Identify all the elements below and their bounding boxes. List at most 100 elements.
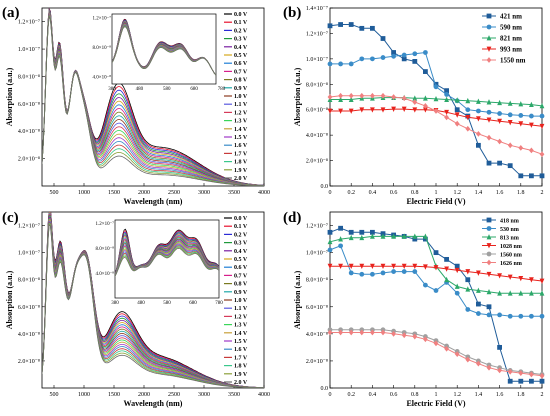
c-inset-x-tick-label: 380 [111,301,119,306]
d-data-point [433,265,439,271]
b-data-point [444,96,449,102]
d-data-point [518,275,524,282]
d-data-point [401,332,407,339]
a-legend-entry-5: 0.5 V [234,53,248,59]
d-legend-marker-0 [486,217,492,223]
d-data-point [327,229,333,235]
a-legend-entry-9: 0.9 V [234,86,248,92]
b-x-tick-label: 1.2 [453,190,461,196]
b-data-point [539,103,545,109]
d-data-point [370,233,375,239]
d-data-point [454,267,460,274]
d-data-point [454,351,460,358]
b-data-point [486,99,492,105]
d-data-point [465,356,471,363]
d-data-point [465,286,471,292]
d-legend-entry-4: 1560 nm [500,253,522,259]
b-data-point [412,51,418,57]
d-data-point [370,329,375,336]
b-data-point [423,69,428,74]
d-data-point [433,288,439,293]
b-legend-entry-1: 590 nm [500,24,522,32]
d-data-point [486,364,492,371]
b-y-tick-label: 0.0 [321,184,329,190]
b-data-point [507,100,513,106]
d-data-point [539,372,545,379]
d-y-tick-label: 2.0×10⁻⁸ [306,359,328,365]
b-x-axis-label: Electric Field (V) [406,197,465,206]
d-y-tick-label: 1.2×10⁻⁷ [306,224,328,230]
d-data-point [497,273,502,279]
d-legend-entry-0: 418 nm [500,219,519,225]
a-x-tick-label: 1500 [108,190,120,196]
b-y-axis-label: Absorption (a.u.) [293,67,302,126]
d-data-point [380,270,386,276]
d-data-point [370,271,375,277]
d-data-point [444,266,449,272]
c-series-line-20 [42,224,264,388]
c-legend-entry-19: 1.9 V [234,372,248,378]
b-data-point [401,52,407,58]
d-y-tick-label: 8.0×10⁻⁸ [306,278,328,284]
d-data-point [518,313,524,319]
a-y-tick-label: 4.0×10⁻⁸ [18,129,40,135]
b-y-tick-label: 1.2×10⁻⁷ [306,31,328,37]
a-x-tick-label: 1000 [78,190,90,196]
d-data-point [476,301,481,307]
a-y-tick-label: 2.0×10⁻⁸ [18,157,40,163]
c-y-tick-label: 4.0×10⁻⁸ [18,332,40,338]
c-y-axis-label: Absorption (a.u.) [5,270,14,329]
b-y-tick-label: 1.4×10⁻⁷ [306,6,328,12]
b-data-point [497,118,502,125]
b-data-point [454,107,460,113]
c-legend-entry-8: 0.8 V [234,282,248,288]
b-data-point [476,108,481,114]
a-inset-x-tick-label: 680 [190,87,198,92]
d-data-point [327,238,333,245]
d-x-tick-label: 0 [329,392,332,398]
d-data-point [423,236,428,242]
b-data-point [518,144,524,151]
d-data-point [465,277,471,283]
b-data-point [529,122,534,128]
d-legend-marker-5 [486,259,492,266]
b-data-point [454,112,460,118]
b-data-point [539,151,545,158]
d-series-line-4 [330,329,543,375]
b-data-point [380,92,386,99]
d-data-point [327,247,333,253]
b-x-tick-label: 0 [329,190,332,196]
d-data-point [465,269,471,275]
b-data-point [486,109,492,115]
b-data-point [444,114,449,121]
a-legend-entry-0: 0.0 V [234,12,248,18]
b-legend-marker-3 [486,46,492,52]
c-legend-entry-13: 1.3 V [234,323,248,329]
d-data-point [539,278,545,284]
d-data-point [338,225,343,231]
a-legend-entry-11: 1.1 V [234,102,248,108]
d-data-point [348,263,354,270]
d-data-point [454,283,460,289]
b-data-point [401,56,407,62]
b-data-point [348,61,354,67]
c-inset-x-tick-label: 580 [163,301,171,306]
a-y-tick-label: 6.0×10⁻⁸ [18,102,40,108]
d-data-point [539,378,545,384]
d-data-point [486,288,492,295]
d-data-point [338,243,343,249]
c-x-tick-label: 4000 [258,392,270,398]
b-data-point [370,107,375,113]
b-data-point [497,99,502,106]
d-data-point [359,329,365,336]
d-data-point [327,329,333,336]
b-data-point [412,95,418,101]
c-legend-entry-6: 0.6 V [234,265,248,271]
d-data-point [380,263,386,270]
b-data-point [327,94,333,100]
a-legend-entry-8: 0.8 V [234,78,248,84]
d-x-axis-label: Electric Field (V) [406,399,465,408]
b-data-point [359,92,365,99]
b-data-point [380,36,386,41]
d-data-point [423,336,428,343]
